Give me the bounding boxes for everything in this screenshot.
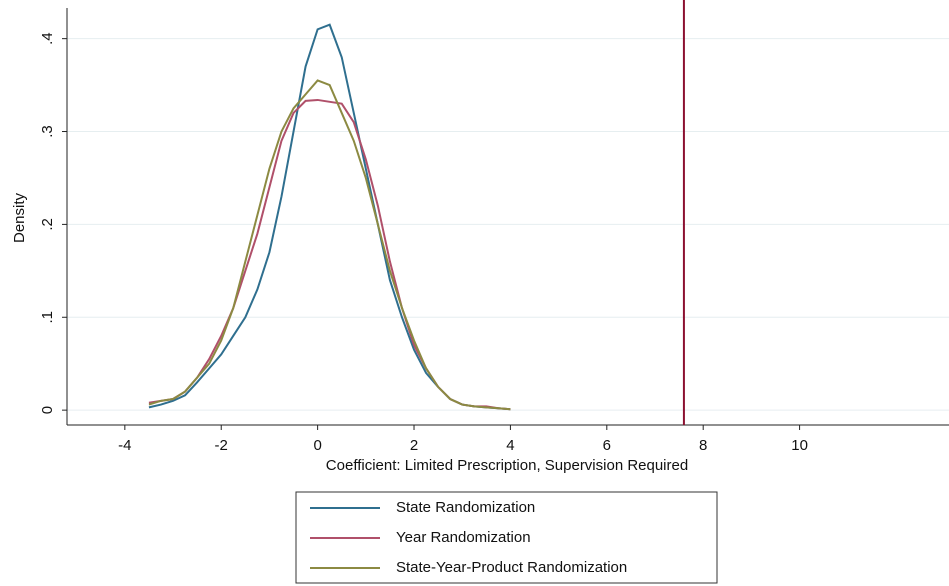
x-axis-label: Coefficient: Limited Prescription, Super… — [326, 457, 688, 474]
x-tick-label: 2 — [410, 437, 418, 454]
density-line — [148, 23, 511, 411]
y-axis-label: Density — [11, 192, 28, 243]
x-tick-label: 8 — [699, 437, 707, 454]
legend-label: Year Randomization — [396, 529, 531, 546]
x-tick-label: 6 — [603, 437, 611, 454]
x-tick-label: 4 — [506, 437, 514, 454]
density-line — [148, 79, 511, 411]
y-tick-label: .4 — [39, 32, 56, 45]
legend-label: State-Year-Product Randomization — [396, 559, 627, 576]
y-tick-label: .2 — [39, 218, 56, 231]
legend-label: State Randomization — [396, 499, 535, 516]
density-line — [148, 98, 511, 411]
y-tick-label: .3 — [39, 125, 56, 138]
y-tick-label: 0 — [39, 406, 56, 414]
y-tick-label: .1 — [39, 311, 56, 324]
x-tick-label: 0 — [313, 437, 321, 454]
x-tick-label: -4 — [118, 437, 131, 454]
x-tick-label: -2 — [215, 437, 228, 454]
x-tick-label: 10 — [791, 437, 808, 454]
